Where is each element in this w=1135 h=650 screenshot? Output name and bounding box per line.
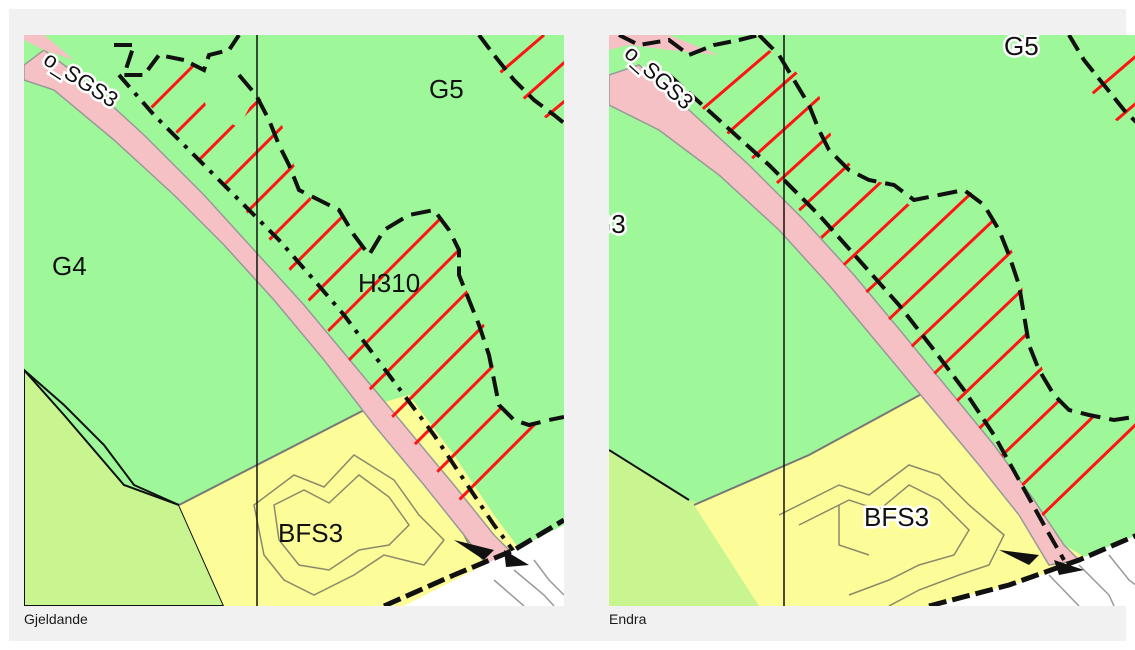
map-current-svg: o_SGS3 G5 G4 H310 BFS3 (24, 35, 564, 606)
building-outlines (778, 464, 1005, 606)
road-boundary-dashed (667, 73, 1066, 561)
map-current[interactable]: o_SGS3 G5 G4 H310 BFS3 (24, 35, 564, 606)
label-g4: G4 (52, 251, 87, 281)
label-g3: G3 (609, 209, 626, 239)
label-g5: G5 (429, 74, 464, 104)
label-bfs3: BFS3 (278, 518, 343, 548)
label-h310: H310 (358, 268, 420, 298)
label-bfs3: BFS3 (864, 502, 929, 532)
hatch-boundary (237, 73, 564, 428)
caption-current: Gjeldande (24, 611, 88, 627)
hatch-boundary (757, 35, 1135, 423)
area-white (929, 535, 1135, 606)
map-changed[interactable]: o_SGS3 G5 G3 BFS3 (609, 35, 1135, 606)
zone-bfs3 (179, 395, 564, 606)
road-boundary-dashdot (117, 73, 526, 567)
zone-bfs3 (694, 390, 1135, 606)
map-changed-svg: o_SGS3 G5 G3 BFS3 (609, 35, 1135, 606)
zone-light-green (609, 450, 759, 606)
caption-changed: Endra (609, 611, 647, 627)
label-g5: G5 (1004, 35, 1039, 61)
